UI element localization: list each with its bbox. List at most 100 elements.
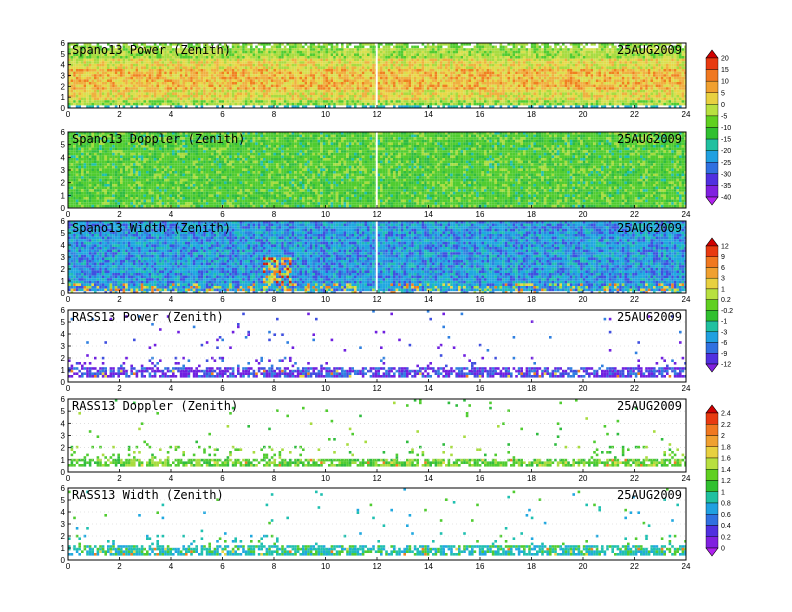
colorbar-label: -25 xyxy=(721,160,731,167)
colorbar-segment xyxy=(705,92,719,105)
panel-title: Spano13 Doppler (Zenith) xyxy=(72,132,245,146)
y-tick-label: 2 xyxy=(61,444,66,453)
x-tick-label: 20 xyxy=(579,562,588,571)
colorbar-label: 1.8 xyxy=(721,444,731,451)
x-tick-label: 0 xyxy=(66,110,71,119)
y-tick-label: 5 xyxy=(61,496,66,505)
colorbar-1: 12 9 6 3 1 0.2 -0.2 -1 -3 -6 -9 -12 xyxy=(705,237,733,373)
x-tick-label: 10 xyxy=(321,210,330,219)
colorbar-segment xyxy=(705,245,719,257)
colorbar-label: 9 xyxy=(721,254,725,261)
x-tick-label: 0 xyxy=(66,474,71,483)
colorbar-segment xyxy=(705,502,719,515)
colorbar-label: -12 xyxy=(721,362,731,369)
x-tick-label: 24 xyxy=(682,384,691,393)
colorbar-label: -15 xyxy=(721,137,731,144)
colorbar-label: -0.2 xyxy=(721,308,733,315)
colorbar-label: 6 xyxy=(721,265,725,272)
x-tick-label: 16 xyxy=(476,474,485,483)
y-tick-label: 2 xyxy=(61,532,66,541)
colorbar-label: 1.2 xyxy=(721,478,731,485)
x-tick-label: 6 xyxy=(220,295,225,304)
colorbar-label: -20 xyxy=(721,148,731,155)
x-tick-label: 20 xyxy=(579,295,588,304)
x-tick-label: 6 xyxy=(220,384,225,393)
panel-title: RASS13 Power (Zenith) xyxy=(72,310,224,324)
x-tick-label: 10 xyxy=(321,384,330,393)
x-tick-label: 8 xyxy=(272,210,277,219)
colorbar-segment xyxy=(705,185,719,198)
colorbar-segment xyxy=(705,331,719,343)
x-tick-label: 6 xyxy=(220,474,225,483)
y-tick-label: 5 xyxy=(61,141,66,150)
x-tick-label: 10 xyxy=(321,295,330,304)
x-tick-label: 14 xyxy=(424,384,433,393)
colorbar-label: -10 xyxy=(721,125,731,132)
colorbar-segment xyxy=(705,480,719,492)
colorbar-label: 2.2 xyxy=(721,422,731,429)
y-tick-label: 4 xyxy=(61,419,66,428)
x-tick-label: 2 xyxy=(117,110,122,119)
y-tick-label: 6 xyxy=(61,217,66,226)
panel-date: 25AUG2009 xyxy=(617,132,682,146)
x-tick-label: 2 xyxy=(117,384,122,393)
y-tick-label: 1 xyxy=(61,366,66,375)
x-tick-label: 22 xyxy=(630,210,639,219)
y-tick-label: 3 xyxy=(61,166,66,175)
heatmap-field xyxy=(68,132,686,208)
colorbar-label: -3 xyxy=(721,329,727,336)
x-tick-label: 2 xyxy=(117,210,122,219)
colorbar-label: 1 xyxy=(721,286,725,293)
y-tick-label: 3 xyxy=(61,253,66,262)
x-tick-label: 18 xyxy=(527,210,536,219)
x-tick-label: 10 xyxy=(321,474,330,483)
colorbar-2: 2.4 2.2 2 1.8 1.6 1.4 1.2 1 0.8 0.6 0.4 0.2 0 xyxy=(705,404,731,557)
x-tick-label: 8 xyxy=(272,474,277,483)
y-tick-label: 0 xyxy=(61,468,66,477)
colorbar-segment xyxy=(705,435,719,447)
x-tick-label: 16 xyxy=(476,295,485,304)
x-tick-label: 8 xyxy=(272,384,277,393)
y-tick-label: 2 xyxy=(61,82,66,91)
colorbar-segment xyxy=(705,320,719,333)
panel-date: 25AUG2009 xyxy=(617,399,682,413)
x-tick-label: 8 xyxy=(272,110,277,119)
colorbar-0: 20 15 10 5 0 -5 -10 -15 -20 -25 -30 -35 -40 xyxy=(705,49,731,206)
y-tick-label: 0 xyxy=(61,204,66,213)
colorbar-segment xyxy=(705,69,719,82)
y-tick-label: 1 xyxy=(61,277,66,286)
x-tick-label: 8 xyxy=(272,295,277,304)
y-tick-label: 2 xyxy=(61,354,66,363)
colorbar-segment xyxy=(705,310,719,322)
colorbar-label: -5 xyxy=(721,113,727,120)
x-tick-label: 2 xyxy=(117,562,122,571)
colorbar-segment xyxy=(705,412,719,425)
colorbar-segment xyxy=(705,127,719,140)
y-tick-label: 4 xyxy=(61,330,66,339)
x-tick-label: 0 xyxy=(66,562,71,571)
colorbar-label: 0 xyxy=(721,546,725,553)
x-tick-label: 24 xyxy=(682,562,691,571)
y-tick-label: 6 xyxy=(61,484,66,493)
colorbar-label: 1 xyxy=(721,489,725,496)
x-tick-label: 0 xyxy=(66,210,71,219)
x-tick-label: 10 xyxy=(321,562,330,571)
y-tick-label: 0 xyxy=(61,556,66,565)
heatmap-field xyxy=(68,221,686,293)
panel-title: RASS13 Doppler (Zenith) xyxy=(72,399,238,413)
colorbar-segment xyxy=(705,138,719,151)
colorbar-segment xyxy=(705,446,719,459)
x-tick-label: 6 xyxy=(220,562,225,571)
y-tick-label: 5 xyxy=(61,50,66,59)
x-tick-label: 18 xyxy=(527,474,536,483)
x-tick-label: 8 xyxy=(272,562,277,571)
y-tick-label: 2 xyxy=(61,265,66,274)
colorbar-segment xyxy=(705,57,719,70)
x-tick-label: 6 xyxy=(220,210,225,219)
x-tick-label: 18 xyxy=(527,110,536,119)
colorbar-segment xyxy=(705,457,719,470)
x-tick-label: 22 xyxy=(630,295,639,304)
